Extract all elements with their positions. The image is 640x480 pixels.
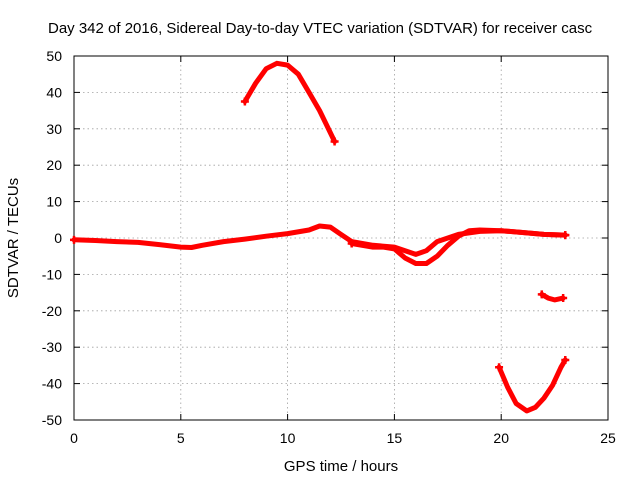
series-point-baseline-a-start (70, 235, 78, 244)
series-point-arc-down-start (495, 363, 504, 372)
series-point-short-segment-end (559, 294, 568, 303)
y-tick-label: 0 (54, 230, 62, 246)
x-tick-label: 10 (280, 430, 296, 446)
y-tick-label: -50 (42, 412, 62, 428)
y-tick-label: 50 (46, 48, 62, 64)
series-line-short-segment (539, 291, 566, 303)
y-tick-label: 20 (46, 157, 62, 173)
series-line-arc-down (496, 357, 568, 414)
x-tick-label: 20 (493, 430, 509, 446)
y-axis-label: SDTVAR / TECUs (5, 178, 22, 298)
series-line-baseline-b (349, 227, 568, 266)
x-tick-label: 25 (600, 430, 616, 446)
y-tick-label: -40 (42, 376, 62, 392)
x-tick-label: 0 (70, 430, 78, 446)
x-axis-label: GPS time / hours (284, 458, 398, 475)
y-tick-label: -20 (42, 303, 62, 319)
y-tick-label: -10 (42, 266, 62, 282)
series-point-arc-down-end (561, 355, 570, 364)
chart-title: Day 342 of 2016, Sidereal Day-to-day VTE… (48, 20, 593, 37)
y-tick-label: 10 (46, 194, 62, 210)
series-point-short-segment-start (537, 290, 546, 299)
series-point-arc-up-start (240, 97, 249, 106)
x-tick-label: 15 (387, 430, 403, 446)
series-point-baseline-b-end (561, 231, 570, 240)
y-tick-label: -30 (42, 339, 62, 355)
y-tick-label: 30 (46, 121, 62, 137)
grid (74, 56, 608, 420)
data-series (70, 60, 570, 414)
series-line-arc-up (242, 60, 338, 144)
series-point-arc-up-end (330, 137, 339, 146)
x-tick-label: 5 (177, 430, 185, 446)
axis-ticks: 0 5 10 15 20 25 -50 -40 -30 -20 -10 0 10 20 30 40 50 (42, 48, 616, 446)
series-point-baseline-b-start (347, 239, 356, 248)
y-tick-label: 40 (46, 84, 62, 100)
